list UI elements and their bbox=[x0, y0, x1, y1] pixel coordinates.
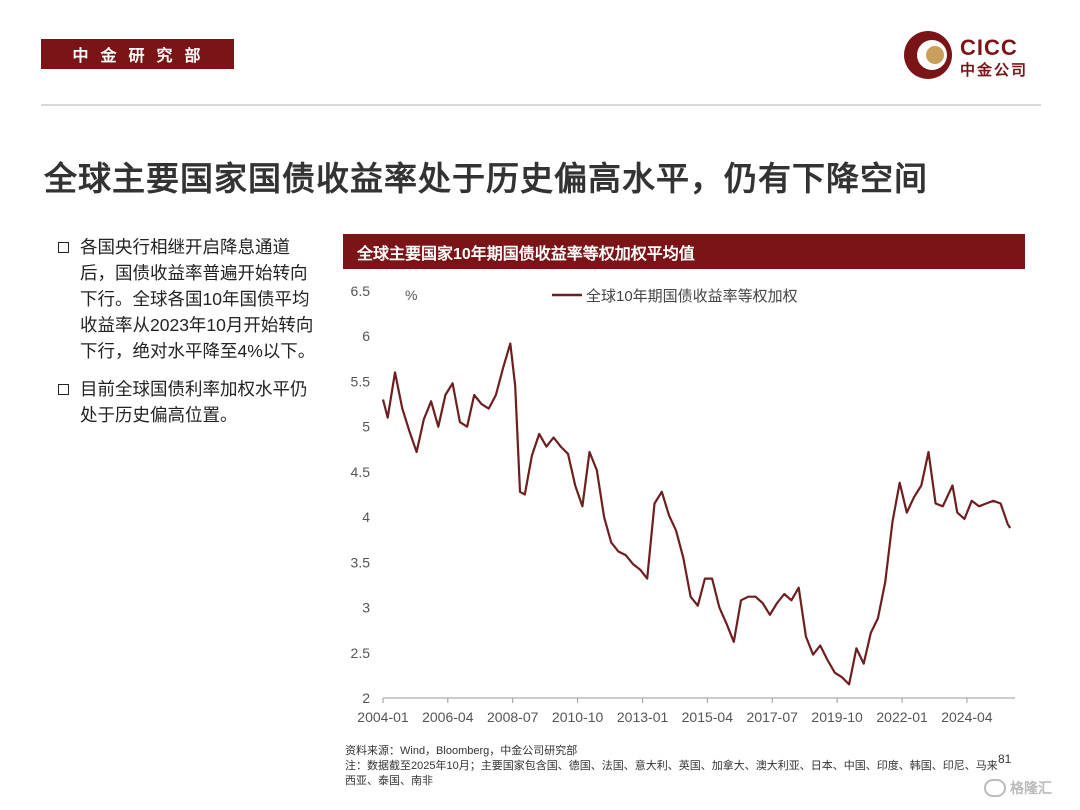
y-tick-label: 6 bbox=[362, 328, 370, 344]
x-tick-label: 2024-04 bbox=[941, 709, 993, 725]
bullet-square-icon bbox=[58, 384, 69, 395]
y-tick-label: 2.5 bbox=[351, 645, 371, 661]
y-axis-unit-label: % bbox=[405, 287, 417, 303]
cicc-logo: CICC 中金公司 bbox=[902, 29, 1052, 83]
bullet-item: 目前全球国债利率加权水平仍处于历史偏高位置。 bbox=[58, 376, 323, 428]
y-tick-label: 4.5 bbox=[351, 464, 371, 480]
note-line: 注：数据截至2025年10月；主要国家包含国、德国、法国、意大利、英国、加拿大、… bbox=[345, 760, 998, 787]
watermark: 格隆汇 bbox=[984, 778, 1052, 798]
bullet-item: 各国央行相继开启降息通道后，国债收益率普遍开始转向下行。全球各国10年国债平均收… bbox=[58, 234, 323, 364]
bullet-text: 各国央行相继开启降息通道后，国债收益率普遍开始转向下行。全球各国10年国债平均收… bbox=[80, 237, 316, 361]
x-tick-label: 2010-10 bbox=[552, 709, 604, 725]
legend-label: 全球10年期国债收益率等权加权 bbox=[586, 287, 798, 305]
watermark-text: 格隆汇 bbox=[1010, 780, 1052, 796]
y-tick-label: 3 bbox=[362, 600, 370, 616]
bullet-square-icon bbox=[58, 242, 69, 253]
x-tick-label: 2008-07 bbox=[487, 709, 539, 725]
bullet-text: 目前全球国债利率加权水平仍处于历史偏高位置。 bbox=[80, 379, 308, 425]
bullet-list: 各国央行相继开启降息通道后，国债收益率普遍开始转向下行。全球各国10年国债平均收… bbox=[58, 234, 323, 440]
slide-headline: 全球主要国家国债收益率处于历史偏高水平，仍有下降空间 bbox=[44, 160, 928, 197]
x-tick-label: 2022-01 bbox=[876, 709, 928, 725]
watermark-logo-icon bbox=[984, 779, 1006, 797]
logo-text-en: CICC bbox=[960, 35, 1018, 60]
x-tick-label: 2017-07 bbox=[747, 709, 799, 725]
y-tick-label: 3.5 bbox=[351, 554, 371, 570]
x-tick-label: 2013-01 bbox=[617, 709, 669, 725]
logo-text-cn: 中金公司 bbox=[960, 62, 1029, 79]
y-tick-label: 2 bbox=[362, 690, 370, 706]
source-notes: 资料来源：Wind，Bloomberg，中金公司研究部 注：数据截至2025年1… bbox=[345, 744, 1005, 789]
series-line bbox=[381, 342, 1012, 686]
x-tick-label: 2015-04 bbox=[682, 709, 734, 725]
y-tick-label: 4 bbox=[362, 509, 370, 525]
header-divider bbox=[41, 104, 1041, 106]
y-tick-label: 5.5 bbox=[351, 373, 371, 389]
x-tick-label: 2004-01 bbox=[357, 709, 409, 725]
line-chart: 6.5 6 5.5 5 4.5 4 3.5 3 2.5 2% 2004-01 2006-04 2008-… bbox=[351, 283, 1015, 725]
page-number: 81 bbox=[998, 752, 1012, 766]
y-tick-label: 5 bbox=[362, 419, 370, 435]
department-tag: 中金研究部 bbox=[41, 39, 234, 69]
chart-title: 全球主要国家10年期国债收益率等权加权平均值 bbox=[343, 234, 1025, 269]
cicc-logo-mark-icon bbox=[904, 31, 952, 79]
y-tick-label: 6.5 bbox=[351, 283, 371, 299]
x-tick-label: 2019-10 bbox=[811, 709, 863, 725]
x-tick-label: 2006-04 bbox=[422, 709, 474, 725]
source-line: 资料来源：Wind，Bloomberg，中金公司研究部 bbox=[345, 745, 578, 757]
